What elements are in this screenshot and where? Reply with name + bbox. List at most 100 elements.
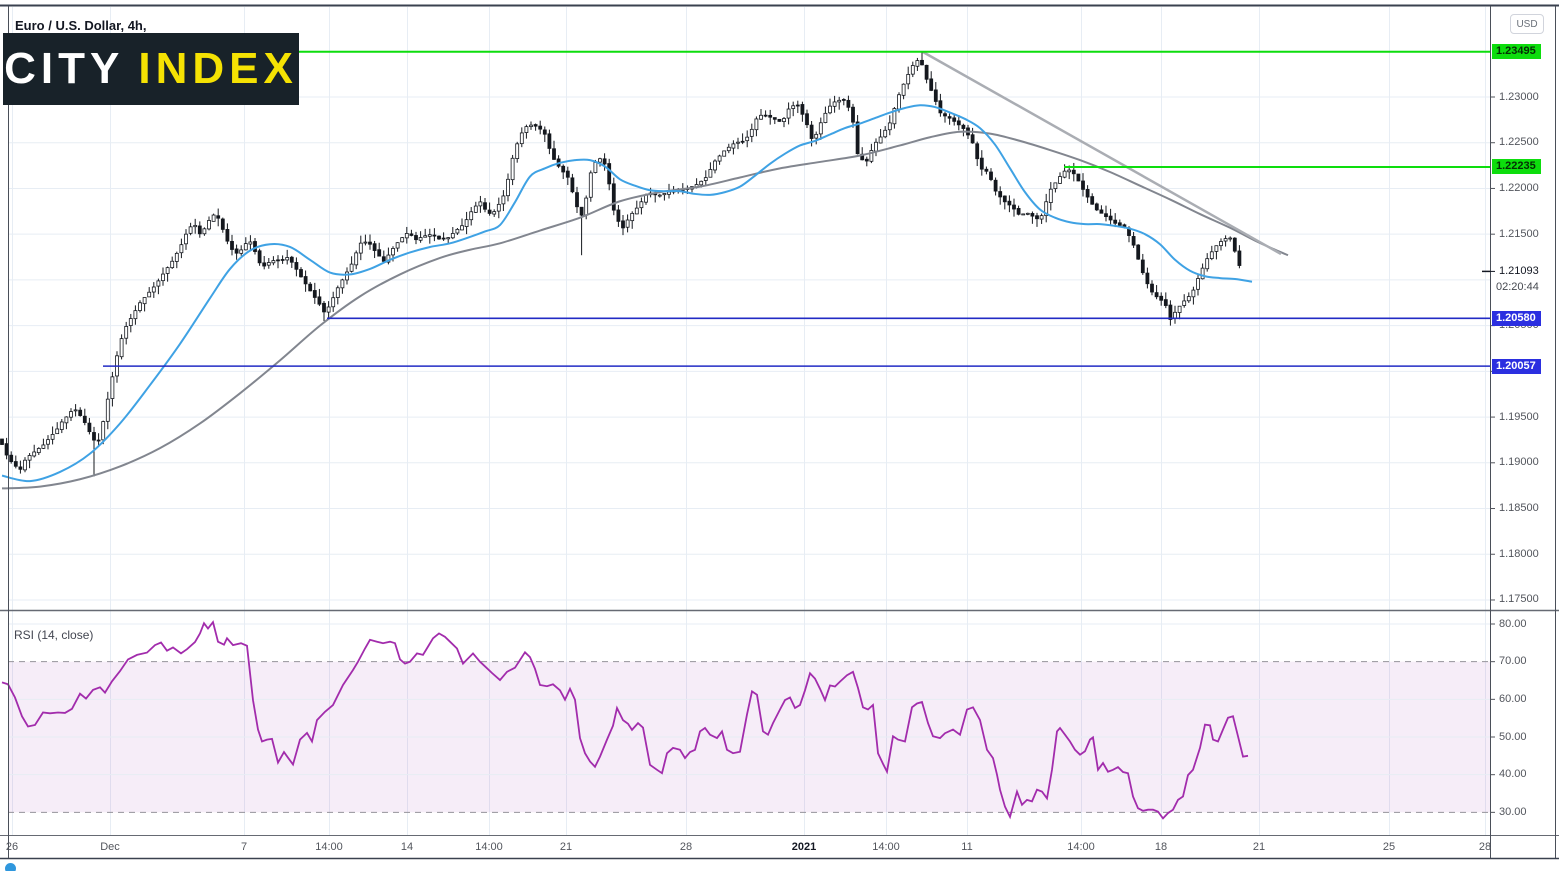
candle-body <box>381 256 386 262</box>
candle-body <box>1039 215 1044 220</box>
candle-body <box>874 141 878 152</box>
candle-body <box>4 443 9 456</box>
candle-body <box>151 286 156 293</box>
descending-trendline[interactable] <box>922 50 1282 256</box>
time-tick-label[interactable]: 21 <box>1252 841 1266 853</box>
candle-body <box>1154 292 1159 298</box>
time-tick-label[interactable]: 14:00 <box>872 841 900 853</box>
time-tick-label[interactable]: 14:00 <box>1067 841 1095 853</box>
time-tick-label[interactable]: 28 <box>1478 841 1492 853</box>
candle-body <box>276 259 280 262</box>
candle-body <box>87 422 92 433</box>
candle-body <box>584 197 589 216</box>
candle-body <box>69 411 73 418</box>
candle-body <box>92 432 96 441</box>
candle-body <box>832 101 837 107</box>
time-tick-label[interactable]: 14:00 <box>475 841 503 853</box>
candle-body <box>956 120 961 126</box>
candle-body <box>786 108 791 119</box>
candle-body <box>1025 212 1030 215</box>
candle-body <box>32 451 37 457</box>
support-price-label[interactable]: 1.20057 <box>1492 358 1541 374</box>
support-price-label[interactable]: 1.20580 <box>1492 310 1541 326</box>
candle-body <box>1021 213 1026 216</box>
symbol-title[interactable]: Euro / U.S. Dollar, 4h, <box>15 18 147 33</box>
candle-body <box>220 218 225 230</box>
candle-body <box>1145 272 1150 285</box>
candle-body <box>883 129 888 138</box>
candle-body <box>78 409 83 416</box>
time-tick-label[interactable]: 2021 <box>791 841 817 853</box>
candle-body <box>23 459 27 471</box>
candle-body <box>460 225 464 231</box>
candle-body <box>749 128 754 137</box>
candle-body <box>809 124 814 139</box>
time-tick-label[interactable]: 14:00 <box>315 841 343 853</box>
candle-body <box>450 233 455 239</box>
time-tick-label[interactable]: 11 <box>961 841 973 853</box>
candle-body <box>1177 305 1182 313</box>
candle-body <box>538 125 543 130</box>
quote-currency-button[interactable]: USD <box>1510 14 1544 34</box>
candle-body <box>133 310 138 320</box>
candle-body <box>1117 222 1122 226</box>
candle-body <box>1159 295 1164 301</box>
candle-body <box>1191 289 1196 298</box>
candle-body <box>906 74 911 85</box>
candle-body <box>814 133 819 139</box>
candle-body <box>193 224 198 228</box>
candle-body <box>234 248 239 254</box>
candle-body <box>1062 170 1067 178</box>
time-tick-label[interactable]: 25 <box>1382 841 1396 853</box>
candle-body <box>828 105 832 114</box>
time-tick-label[interactable]: 18 <box>1154 841 1168 853</box>
candle-body <box>147 291 152 298</box>
connection-status-dot <box>5 863 16 871</box>
candle-body <box>579 206 584 216</box>
candle-body <box>699 180 704 186</box>
candle-body <box>897 94 901 110</box>
candle-body <box>1219 241 1223 247</box>
candle-body <box>473 205 478 213</box>
candle-body <box>317 296 322 305</box>
slow-moving-average-line <box>1 130 1289 490</box>
candle-body <box>345 271 349 281</box>
candle-body <box>1081 180 1085 190</box>
candle-body <box>731 143 736 149</box>
candle-body <box>225 229 230 242</box>
resistance-price-label[interactable]: 1.22235 <box>1492 159 1541 175</box>
time-tick-label[interactable]: Dec <box>100 841 120 853</box>
resistance-price-label[interactable]: 1.23495 <box>1492 44 1541 60</box>
candle-body <box>1099 209 1104 214</box>
candle-body <box>197 225 202 235</box>
candle-body <box>285 257 290 261</box>
candle-body <box>363 241 368 244</box>
candle-body <box>920 59 924 66</box>
candle-body <box>312 290 317 298</box>
candle-body <box>427 234 432 237</box>
rsi-tick-label: 80.00 <box>1499 617 1527 630</box>
time-tick-label[interactable]: 28 <box>679 841 693 853</box>
candle-body <box>59 421 64 430</box>
candle-body <box>607 163 612 185</box>
candle-body <box>455 228 460 234</box>
candle-body <box>55 428 60 435</box>
candle-body <box>386 254 391 263</box>
time-tick-label[interactable]: 21 <box>559 841 573 853</box>
candle-body <box>887 122 892 131</box>
candle-body <box>575 192 579 208</box>
candle-body <box>855 121 860 155</box>
candle-body <box>248 241 253 245</box>
candle-body <box>970 134 975 144</box>
candle-body <box>745 136 750 142</box>
candle-body <box>188 226 193 234</box>
candle-body <box>1223 238 1228 242</box>
candle-body <box>73 409 78 412</box>
time-tick-label[interactable]: 7 <box>240 841 248 853</box>
time-tick-label[interactable]: 14 <box>400 841 414 853</box>
rsi-indicator-legend[interactable]: RSI (14, close) <box>14 628 94 642</box>
candle-body <box>395 242 400 249</box>
candle-body <box>910 65 915 75</box>
time-tick-label[interactable]: 26 <box>5 841 19 853</box>
